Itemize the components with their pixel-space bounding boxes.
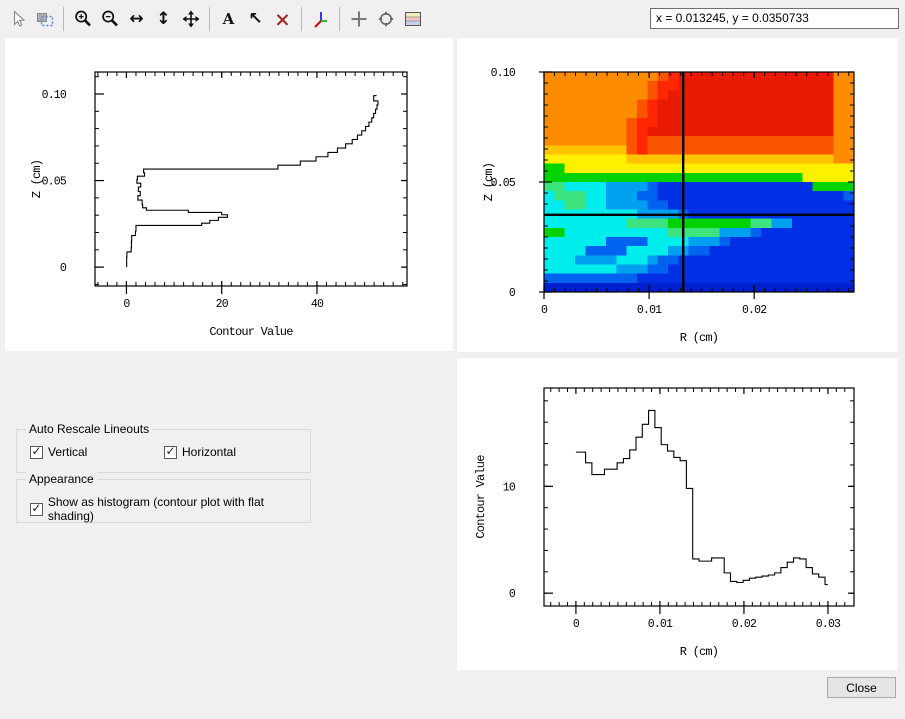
panel-horizontal-lineout: 0 0.01 0.02 0.03 0 10 R (cm) Contour Value (457, 358, 898, 670)
checkbox-box: ✓ (164, 446, 177, 459)
vertical-lineout-plot[interactable]: 0 20 40 0 0.05 0.10 Contour Value Z (cm) (5, 38, 453, 351)
expand-vertical-button[interactable]: ↕ (150, 6, 177, 33)
svg-text:Contour Value: Contour Value (474, 455, 488, 539)
toolbar-separator (209, 7, 210, 31)
panel-contour-map: 00.010.0200.050.10R (cm)Z (cm) (457, 38, 898, 352)
svg-text:0.10: 0.10 (491, 67, 516, 80)
add-text-icon: A (223, 12, 235, 27)
svg-text:0.01: 0.01 (648, 618, 673, 631)
colormap-legend-icon (402, 8, 424, 30)
horizontal-checkbox[interactable]: ✓ Horizontal (164, 445, 236, 459)
auto-rescale-title: Auto Rescale Lineouts (26, 422, 152, 436)
contour-map-plot[interactable]: 00.010.0200.050.10R (cm)Z (cm) (457, 38, 898, 352)
zoom-in-button[interactable] (69, 6, 96, 33)
pan-move-icon (180, 8, 202, 30)
zoom-out-button[interactable] (96, 6, 123, 33)
vertical-checkbox-label: Vertical (48, 445, 87, 459)
svg-text:Z (cm): Z (cm) (482, 163, 496, 201)
center-target-icon (375, 8, 397, 30)
expand-horizontal-button[interactable]: ↔ (123, 6, 150, 33)
svg-text:Z (cm): Z (cm) (30, 160, 44, 198)
toolbar-separator (301, 7, 302, 31)
appearance-groupbox: Appearance ✓ Show as histogram (contour … (16, 479, 311, 523)
horizontal-checkbox-label: Horizontal (182, 445, 236, 459)
auto-rescale-groupbox: Auto Rescale Lineouts ✓ Vertical ✓ Horiz… (16, 429, 311, 473)
draw-arrow-button[interactable]: ↖ (242, 6, 269, 33)
pan-move-button[interactable] (177, 6, 204, 33)
checkbox-box: ✓ (30, 503, 43, 516)
svg-text:0: 0 (509, 287, 516, 300)
panel-vertical-lineout: 0 20 40 0 0.05 0.10 Contour Value Z (cm) (5, 38, 453, 351)
svg-text:20: 20 (216, 298, 229, 311)
draw-arrow-icon: ↖ (248, 11, 262, 28)
svg-text:0.02: 0.02 (742, 304, 767, 317)
svg-text:Contour Value: Contour Value (209, 325, 293, 339)
lineout-results-window: ↔ ↕ A ↖ × (0, 0, 905, 719)
delete-annotation-icon: × (274, 9, 291, 29)
svg-text:R (cm): R (cm) (680, 331, 718, 345)
horizontal-lineout-curve (576, 410, 828, 584)
zoom-out-icon (99, 8, 121, 30)
toolbar-separator (339, 7, 340, 31)
checkmark-icon: ✓ (31, 502, 41, 514)
axes-orientation-button[interactable] (307, 6, 334, 33)
histogram-checkbox-label: Show as histogram (contour plot with fla… (48, 495, 310, 523)
center-target-button[interactable] (372, 6, 399, 33)
add-text-button[interactable]: A (215, 6, 242, 33)
crosshair-button[interactable] (345, 6, 372, 33)
vertical-checkbox[interactable]: ✓ Vertical (30, 445, 87, 459)
appearance-title: Appearance (26, 472, 97, 486)
checkmark-icon: ✓ (165, 445, 175, 457)
svg-text:10: 10 (503, 481, 516, 494)
svg-text:0: 0 (123, 298, 130, 311)
colormap-legend-button[interactable] (399, 6, 426, 33)
cursor-icon (7, 8, 29, 30)
close-button[interactable]: Close (827, 677, 896, 698)
svg-text:0: 0 (509, 588, 516, 601)
checkmark-icon: ✓ (31, 445, 41, 457)
expand-vertical-icon: ↕ (156, 11, 170, 28)
svg-text:0.03: 0.03 (816, 618, 841, 631)
crosshair-icon (348, 8, 370, 30)
svg-text:40: 40 (311, 298, 324, 311)
expand-horizontal-icon: ↔ (129, 11, 143, 28)
svg-text:R (cm): R (cm) (680, 645, 718, 659)
svg-text:0.10: 0.10 (42, 89, 67, 102)
select-region-icon (34, 8, 56, 30)
select-region-button[interactable] (31, 6, 58, 33)
checkbox-box: ✓ (30, 446, 43, 459)
zoom-in-icon (72, 8, 94, 30)
svg-text:0: 0 (60, 262, 67, 275)
delete-annotation-button[interactable]: × (269, 6, 296, 33)
vertical-lineout-curve (127, 95, 378, 267)
svg-text:0: 0 (573, 618, 580, 631)
svg-text:0.05: 0.05 (42, 176, 67, 189)
svg-text:0.02: 0.02 (732, 618, 757, 631)
axes-orientation-icon (310, 8, 332, 30)
histogram-checkbox[interactable]: ✓ Show as histogram (contour plot with f… (30, 495, 310, 523)
svg-text:0.01: 0.01 (637, 304, 662, 317)
cursor-button[interactable] (4, 6, 31, 33)
coordinate-readout[interactable]: x = 0.013245, y = 0.0350733 (650, 8, 899, 29)
svg-text:0: 0 (541, 304, 548, 317)
horizontal-lineout-plot[interactable]: 0 0.01 0.02 0.03 0 10 R (cm) Contour Value (457, 358, 898, 670)
toolbar-separator (63, 7, 64, 31)
